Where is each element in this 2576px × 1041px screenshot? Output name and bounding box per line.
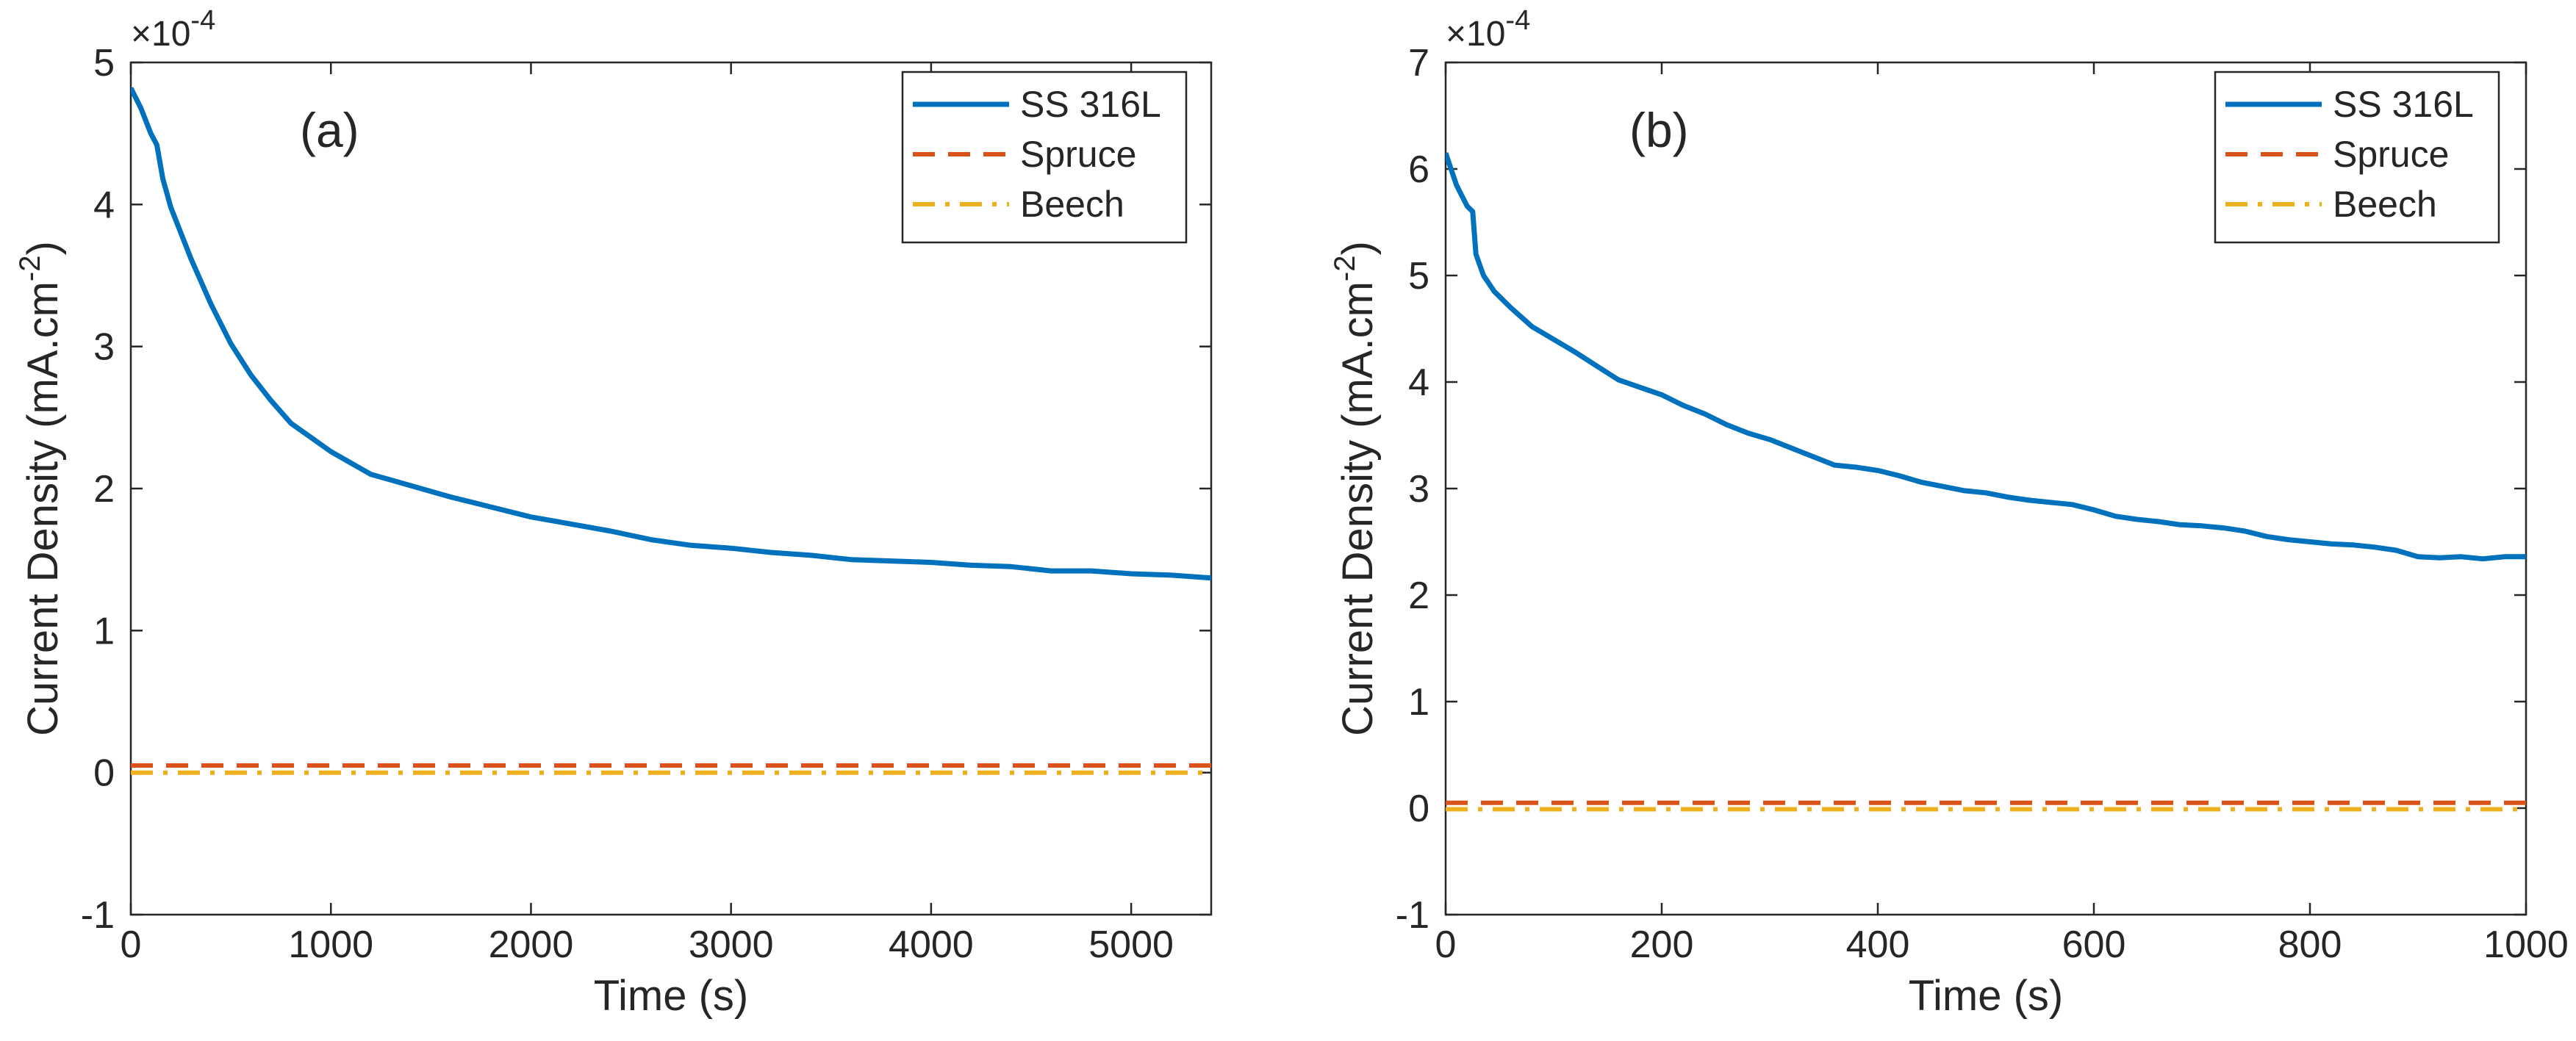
x-axis-label: Time (s) — [594, 972, 748, 1020]
y-tick-label: 7 — [1408, 42, 1429, 84]
y-tick-label: 4 — [93, 184, 115, 226]
y-tick-label: 1 — [93, 610, 115, 652]
x-tick-label: 600 — [2062, 923, 2126, 966]
y-axis-label: Current Density (mA.cm-2) — [1329, 241, 1382, 736]
y-multiplier-exponent: -4 — [190, 5, 215, 36]
y-axis-label-superscript: -2 — [1329, 255, 1361, 281]
y-tick-label: 5 — [93, 42, 115, 84]
y-tick-label: 1 — [1408, 681, 1429, 724]
legend-label: Spruce — [2333, 134, 2449, 175]
legend-label: Beech — [2333, 184, 2437, 225]
x-tick-label: 3000 — [689, 923, 774, 966]
y-tick-label: 0 — [93, 752, 115, 795]
panel-label: (a) — [300, 103, 359, 157]
y-tick-label: 3 — [93, 326, 115, 369]
y-axis-label: Current Density (mA.cm-2) — [14, 241, 67, 736]
legend: SS 316L Spruce Beech — [901, 71, 1188, 244]
y-tick-label: 2 — [93, 468, 115, 511]
x-tick-label: 200 — [1630, 923, 1694, 966]
series-line-ss-316l — [131, 87, 1211, 581]
x-tick-label: 4000 — [889, 923, 974, 966]
y-multiplier: ×10-4 — [131, 5, 215, 54]
y-tick-label: -1 — [1396, 894, 1429, 937]
panel-label: (b) — [1629, 103, 1689, 157]
legend-label: Spruce — [1020, 134, 1136, 175]
y-tick-label: 0 — [1408, 788, 1429, 830]
y-tick-label: 5 — [1408, 255, 1429, 298]
x-axis-label: Time (s) — [1909, 972, 2063, 1020]
x-tick-label: 0 — [121, 923, 142, 966]
y-tick-label: 2 — [1408, 574, 1429, 617]
y-axis-label-close: ) — [19, 241, 67, 255]
legend-label: SS 316L — [2333, 84, 2474, 125]
y-tick-label: 3 — [1408, 468, 1429, 511]
x-tick-label: 0 — [1435, 923, 1457, 966]
legend: SS 316L Spruce Beech — [2214, 71, 2500, 244]
x-tick-label: 5000 — [1088, 923, 1174, 966]
y-multiplier-exponent: -4 — [1505, 5, 1530, 36]
x-tick-label: 1000 — [2483, 923, 2569, 966]
x-tick-label: 1000 — [288, 923, 373, 966]
y-axis-label-main: Current Density (mA.cm — [1334, 281, 1382, 736]
legend-box — [2214, 71, 2500, 244]
y-tick-label: 6 — [1408, 148, 1429, 191]
y-axis-label-close: ) — [1334, 241, 1382, 255]
legend-box — [901, 71, 1188, 244]
y-multiplier: ×10-4 — [1446, 5, 1530, 54]
y-axis-label-main: Current Density (mA.cm — [19, 281, 67, 736]
series-line-ss-316l — [1446, 152, 2526, 562]
legend-label: SS 316L — [1020, 84, 1161, 125]
y-tick-label: 4 — [1408, 361, 1429, 404]
x-tick-label: 400 — [1846, 923, 1910, 966]
x-tick-label: 800 — [2278, 923, 2342, 966]
x-tick-label: 2000 — [489, 923, 574, 966]
legend-label: Beech — [1020, 184, 1124, 225]
y-tick-label: -1 — [81, 894, 115, 937]
y-axis-label-superscript: -2 — [14, 255, 46, 281]
